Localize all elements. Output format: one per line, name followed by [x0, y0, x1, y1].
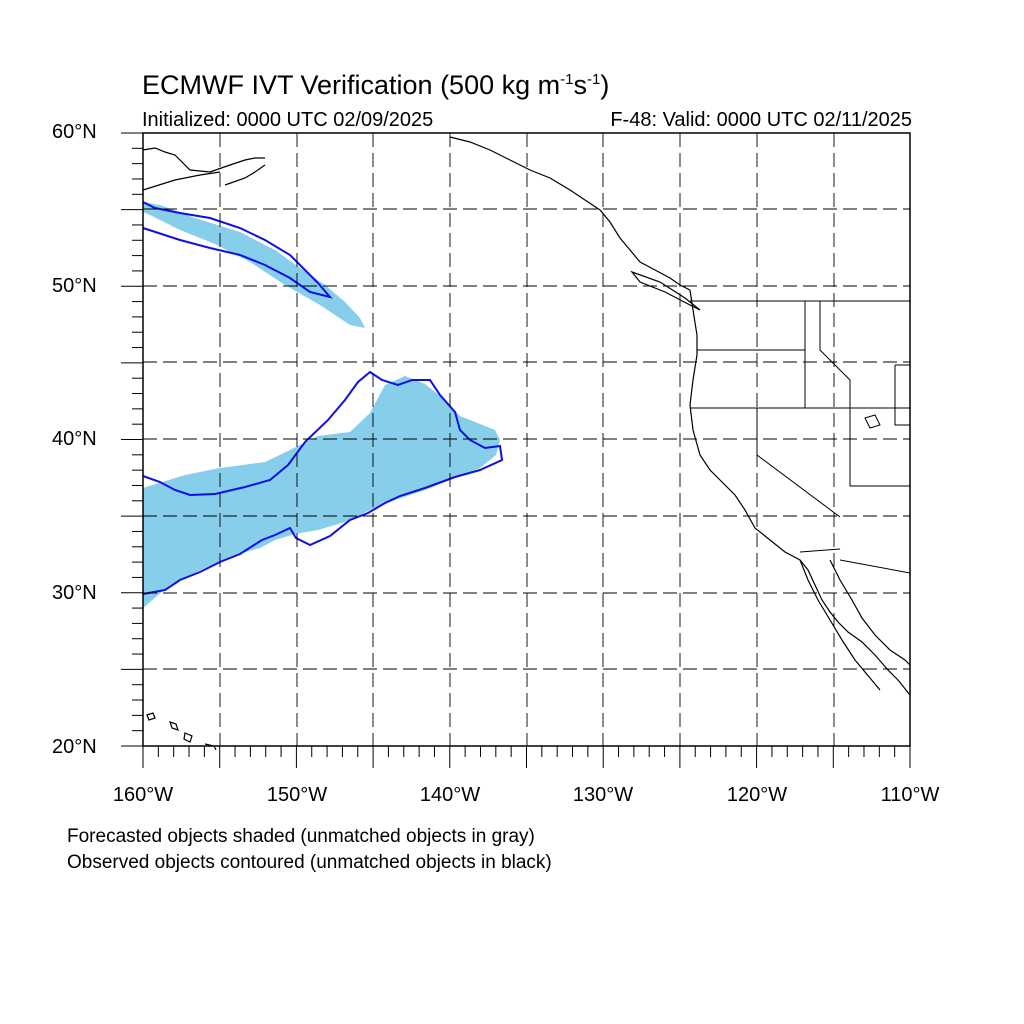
lon-label-130w: 130°W [572, 784, 634, 806]
gulf-of-alaska-coast [449, 136, 691, 291]
lon-label-120w: 120°W [726, 784, 788, 806]
hawaii-islands [146, 712, 217, 751]
lat-label-40n: 40°N [52, 428, 97, 450]
great-salt-lake [864, 414, 881, 429]
lon-label-150w: 150°W [266, 784, 328, 806]
footnote-forecast: Forecasted objects shaded (unmatched obj… [67, 826, 535, 847]
initialized-time: Initialized: 0000 UTC 02/09/2025 [142, 109, 434, 131]
forecast-objects [143, 202, 500, 608]
lat-label-50n: 50°N [52, 275, 97, 297]
lat-label-30n: 30°N [52, 582, 97, 604]
coastlines [142, 136, 911, 751]
observed-contour-south [142, 370, 504, 595]
valid-time: F-48: Valid: 0000 UTC 02/11/2025 [610, 109, 912, 131]
political-borders [690, 300, 911, 574]
lat-label-60n: 60°N [52, 121, 97, 143]
pacific-nw-coast [689, 289, 911, 696]
forecast-object-south [143, 376, 500, 608]
observed-contour-north [142, 201, 333, 299]
baja-peninsula [799, 559, 881, 691]
map-frame [142, 132, 911, 747]
axis-ticks [121, 132, 911, 768]
state-borders [690, 301, 911, 574]
lat-label-20n: 20°N [52, 736, 97, 758]
observed-objects [142, 201, 504, 595]
chart-title: ECMWF IVT Verification (500 kg m-1s-1) [142, 70, 610, 100]
lon-label-140w: 140°W [419, 784, 481, 806]
lon-label-160w: 160°W [112, 784, 174, 806]
forecast-object-north [143, 202, 365, 328]
lon-label-110w: 110°W [880, 784, 940, 806]
gridlines [143, 133, 910, 746]
alaska-coast [142, 147, 266, 191]
footnote-observed: Observed objects contoured (unmatched ob… [67, 852, 552, 873]
vancouver-island [630, 270, 701, 311]
gulf-of-california [829, 559, 911, 666]
